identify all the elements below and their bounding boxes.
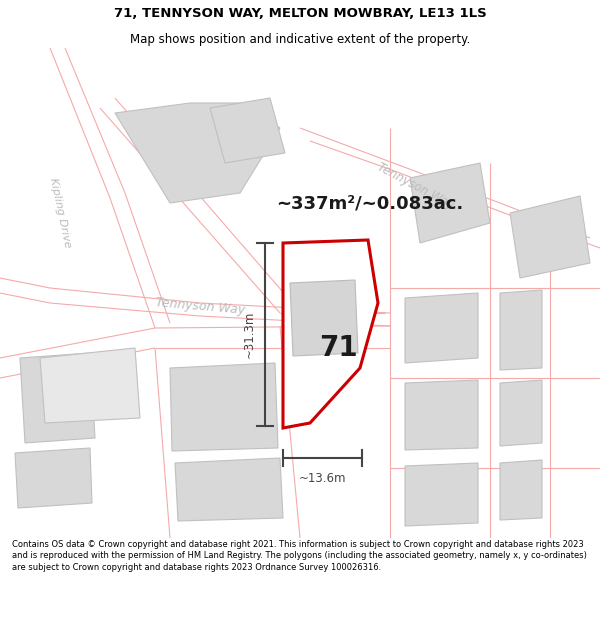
Polygon shape	[405, 380, 478, 450]
Text: Kipling Drive: Kipling Drive	[48, 177, 72, 249]
Polygon shape	[40, 348, 140, 423]
Text: 71, TENNYSON WAY, MELTON MOWBRAY, LE13 1LS: 71, TENNYSON WAY, MELTON MOWBRAY, LE13 1…	[113, 7, 487, 20]
Polygon shape	[510, 196, 590, 278]
Polygon shape	[283, 240, 378, 428]
Text: ~337m²/~0.083ac.: ~337m²/~0.083ac.	[277, 194, 464, 212]
Text: Contains OS data © Crown copyright and database right 2021. This information is : Contains OS data © Crown copyright and d…	[12, 539, 587, 572]
Polygon shape	[170, 363, 278, 451]
Polygon shape	[175, 458, 283, 521]
Text: ~31.3m: ~31.3m	[242, 311, 256, 358]
Polygon shape	[290, 280, 358, 356]
Polygon shape	[500, 380, 542, 446]
Polygon shape	[405, 463, 478, 526]
Text: Tennyson Way: Tennyson Way	[374, 161, 455, 212]
Text: Map shows position and indicative extent of the property.: Map shows position and indicative extent…	[130, 33, 470, 46]
Text: Tennyson Way: Tennyson Way	[155, 296, 245, 316]
Polygon shape	[410, 163, 490, 243]
Polygon shape	[115, 103, 280, 203]
Polygon shape	[15, 448, 92, 508]
Polygon shape	[500, 290, 542, 370]
Polygon shape	[20, 353, 95, 443]
Polygon shape	[500, 460, 542, 520]
Text: 71: 71	[319, 334, 358, 362]
Polygon shape	[210, 98, 285, 163]
Polygon shape	[405, 293, 478, 363]
Text: ~13.6m: ~13.6m	[299, 471, 346, 484]
